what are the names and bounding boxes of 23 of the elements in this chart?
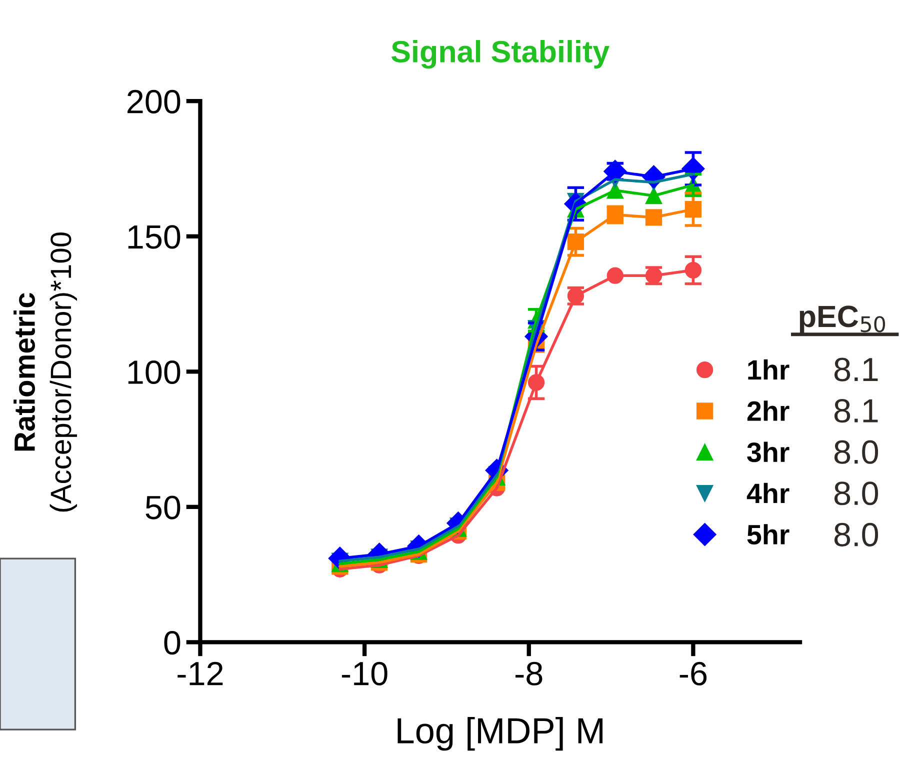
legend-label: 3hr <box>747 442 790 462</box>
y-tick-label: 150 <box>128 225 180 249</box>
text: 8.1 <box>834 358 878 382</box>
x-tick-label: -8 <box>516 662 542 686</box>
text: 8.0 <box>834 482 878 506</box>
annotation: pEC$_{50}$ <box>800 306 886 334</box>
legend-label: 4hr <box>746 482 790 504</box>
x-tick-label: -10 <box>342 662 388 686</box>
y-tick-label: 50 <box>146 496 180 520</box>
legend-label: 5hr <box>747 524 790 544</box>
chart-title: Signal Stability <box>391 40 610 69</box>
legend-label: 2hr <box>747 400 790 421</box>
text: 8.0 <box>834 522 878 546</box>
x-axis-title: Log [MDP] M <box>398 717 603 751</box>
legend-label: 1hr <box>748 359 790 380</box>
y-axis-title: Ratiometric (Acceptor/Donor)*100 <box>14 232 78 512</box>
y-tick-label: 0 <box>164 631 180 655</box>
text: 8.1 <box>834 399 878 423</box>
text: 8.0 <box>834 440 878 464</box>
x-tick-label: -6 <box>680 662 707 686</box>
y-tick-label: 100 <box>128 360 180 384</box>
y-tick-label: 200 <box>128 90 180 114</box>
x-tick-label: -12 <box>178 662 223 686</box>
